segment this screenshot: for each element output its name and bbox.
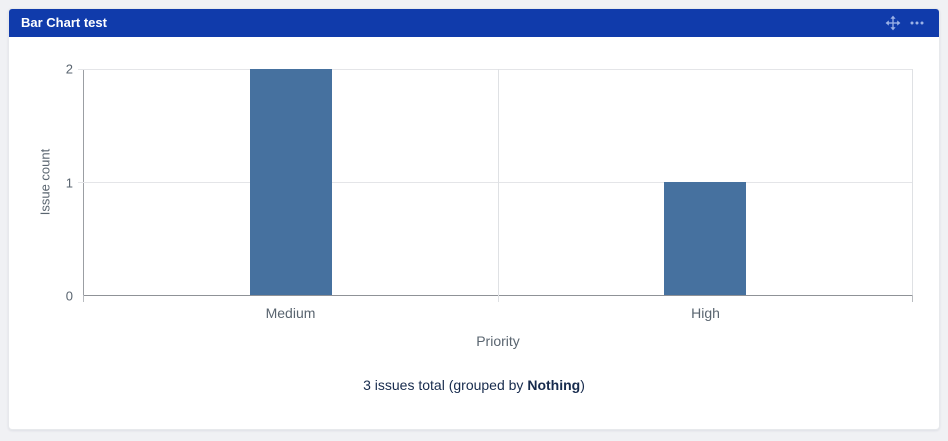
y-tick-labels: 0 1 2 [9,63,73,303]
gadget-title: Bar Chart test [21,15,107,30]
band-medium [84,69,498,295]
ellipsis-glyph [910,21,924,25]
footer-text-suffix: ) [580,377,585,393]
band-high [498,69,912,295]
move-icon[interactable] [881,11,905,35]
x-category-labels: Medium High [83,303,913,323]
bar-medium[interactable] [249,69,333,295]
chart-footer: 3 issues total (grouped by Nothing) [9,377,939,393]
x-axis-title: Priority [476,333,520,349]
more-options-icon[interactable] [905,11,929,35]
bars-container [84,69,912,295]
footer-group-by: Nothing [527,377,581,393]
y-tick-label-1: 1 [65,175,73,190]
gridline-x-boundary-1 [498,69,499,302]
x-label-high: High [691,305,720,321]
gridline-y-2 [78,69,912,70]
gadget-header: Bar Chart test [9,9,939,37]
gadget-card: Bar Chart test [8,8,940,430]
move-icon-glyph [885,15,901,31]
x-label-medium: Medium [265,305,316,321]
y-tick-label-2: 2 [65,61,73,77]
y-tick-label-0: 0 [65,288,73,304]
x-axis-left-tick [83,295,84,302]
footer-text-prefix: 3 issues total (grouped by [363,377,528,393]
plot-area [78,69,913,302]
bar-high[interactable] [663,182,747,295]
x-axis-right-tick [912,295,913,302]
gridline-y-1 [78,182,912,183]
